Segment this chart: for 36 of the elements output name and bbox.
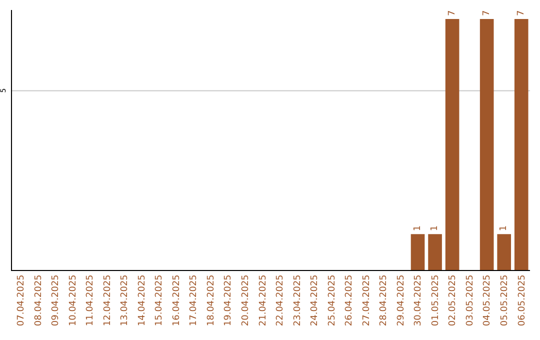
x-tick-label: 14.04.2025 (137, 274, 148, 326)
x-tick-label: 22.04.2025 (276, 274, 286, 326)
x-tick-label: 17.04.2025 (189, 274, 200, 326)
x-tick-label: 01.05.2025 (430, 274, 441, 326)
x-tick-label: 11.04.2025 (86, 274, 96, 326)
x-tick-label: 16.04.2025 (172, 274, 182, 326)
x-tick-label: 04.05.2025 (482, 274, 493, 326)
x-tick-label: 02.05.2025 (448, 274, 458, 326)
x-tick-label: 20.04.2025 (241, 274, 252, 326)
x-tick-label: 28.04.2025 (379, 274, 390, 326)
x-tick-label: 06.05.2025 (517, 274, 528, 326)
x-tick-label: 09.04.2025 (51, 274, 62, 326)
x-tick-label: 15.04.2025 (154, 274, 165, 326)
x-tick-label: 08.04.2025 (34, 274, 44, 326)
x-tick-label: 19.04.2025 (224, 274, 234, 326)
x-tick-label: 24.04.2025 (310, 274, 320, 326)
x-tick-label: 13.04.2025 (120, 274, 130, 326)
x-tick-label: 07.04.2025 (16, 274, 27, 326)
x-tick-label: 05.05.2025 (500, 274, 510, 326)
data-label: 1 (412, 225, 423, 232)
x-tick-label: 26.04.2025 (344, 274, 355, 326)
x-tick-label: 23.04.2025 (292, 274, 303, 326)
x-tick-label: 10.04.2025 (68, 274, 78, 326)
data-label: 1 (499, 225, 510, 232)
data-label: 7 (482, 10, 492, 16)
x-tick-label: 21.04.2025 (258, 274, 268, 326)
data-label: 1 (430, 225, 440, 232)
data-label: 7 (516, 10, 526, 16)
x-tick-label: 27.04.2025 (362, 274, 372, 326)
x-tick-label: 30.04.2025 (414, 274, 424, 326)
x-tick-label: 25.04.2025 (327, 274, 338, 326)
x-tick-label: 18.04.2025 (206, 274, 216, 326)
x-tick-label: 03.05.2025 (465, 274, 476, 326)
x-tick-label: 29.04.2025 (396, 274, 406, 326)
data-label: 7 (447, 10, 458, 16)
x-tick-label: 12.04.2025 (102, 274, 113, 326)
